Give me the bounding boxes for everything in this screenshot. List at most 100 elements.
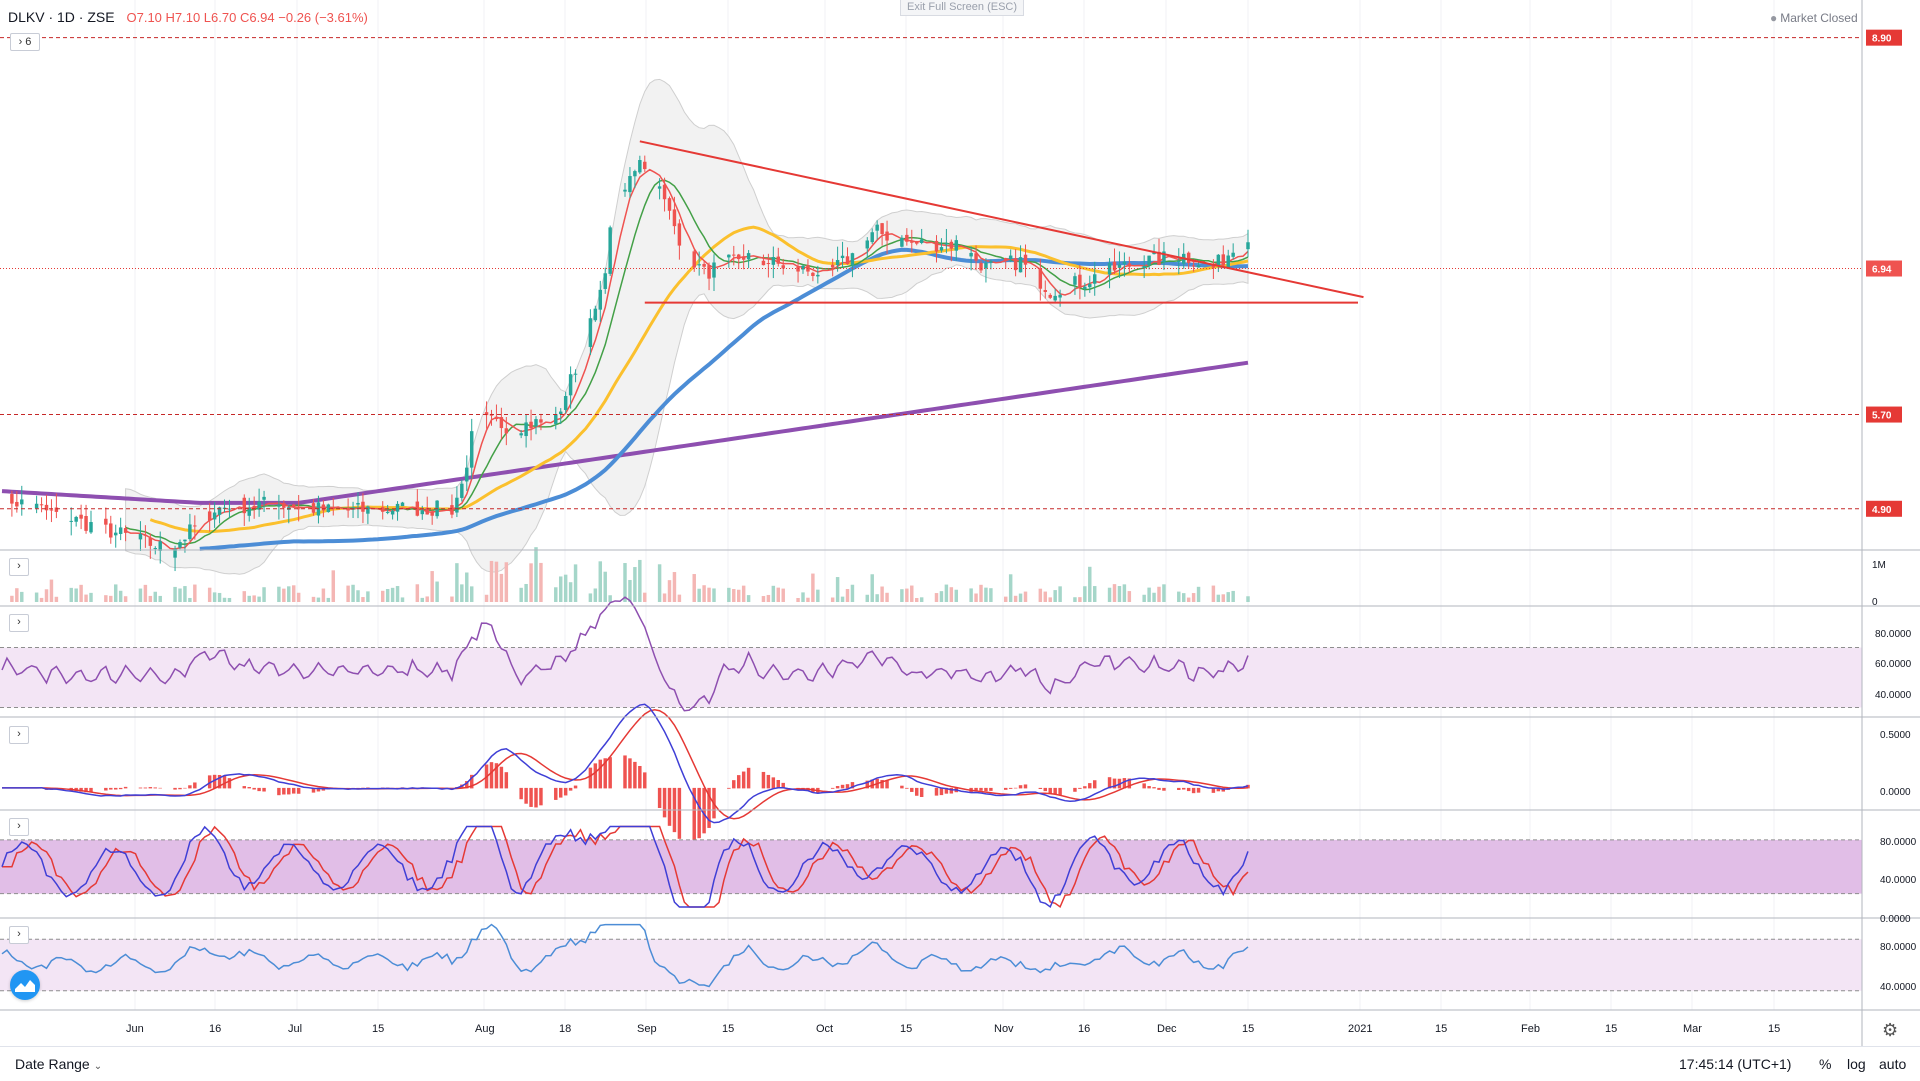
candle — [1246, 229, 1250, 258]
volume-bar — [573, 564, 578, 602]
candle-body — [1058, 294, 1062, 298]
candle-body — [712, 262, 716, 278]
volume-bar — [217, 592, 222, 602]
indicators-toggle[interactable]: › 6 — [10, 33, 40, 51]
volume-pane-toggle[interactable]: › — [9, 558, 29, 576]
candle — [727, 254, 731, 268]
macd-histogram-bar — [919, 787, 924, 798]
volume-bar — [885, 592, 889, 602]
chevron-right-icon: › — [17, 616, 21, 628]
candle — [143, 525, 148, 548]
macd-histogram-bar — [885, 780, 889, 789]
price-level-badge — [1866, 406, 1902, 423]
candle — [934, 235, 939, 263]
rsi-axis-label: 60.0000 — [1875, 659, 1912, 670]
candle-body — [455, 497, 459, 513]
candle-body — [494, 416, 499, 420]
macd-pane-toggle[interactable]: › — [9, 726, 29, 744]
macd-histogram-bar — [1147, 786, 1151, 789]
chevron-right-icon: › — [17, 560, 21, 572]
symbol-label[interactable]: DLKV · 1D · ZSE — [8, 9, 115, 25]
candle-body — [919, 239, 924, 243]
rsi-pane — [0, 596, 1862, 712]
percent-toggle[interactable]: % — [1819, 1056, 1832, 1072]
candle-body — [54, 507, 59, 512]
volume-bar — [450, 596, 454, 602]
volume-bar — [519, 587, 523, 602]
macd-histogram-bar — [1083, 786, 1087, 789]
candle-body — [1088, 284, 1092, 288]
macd-histogram-bar — [667, 787, 672, 826]
macd-histogram-bar — [628, 758, 632, 789]
macd-histogram-bar — [499, 766, 504, 789]
candle — [603, 267, 607, 294]
volume-bar — [326, 597, 331, 602]
candle-body — [796, 266, 800, 272]
volume-bar — [1043, 591, 1048, 602]
macd-histogram-bar — [563, 787, 568, 796]
stoch-k-line — [1, 825, 1249, 909]
macd-histogram-bar — [568, 787, 573, 791]
osc-axis-label: 40.0000 — [1880, 982, 1917, 993]
candle — [1073, 272, 1077, 295]
macd-histogram-bar — [1186, 787, 1191, 792]
volume-bar — [1191, 593, 1196, 602]
candle-body — [840, 255, 845, 259]
macd-histogram-bar — [469, 774, 474, 789]
candle — [944, 228, 949, 254]
volume-axis-label: 1M — [1872, 560, 1886, 571]
candle — [816, 265, 820, 284]
price-pane[interactable] — [1, 78, 1364, 575]
candle — [1088, 275, 1092, 293]
candle-body — [499, 417, 504, 429]
macd-histogram-bar — [598, 759, 603, 789]
candle-body — [242, 497, 247, 514]
date-range-button[interactable]: Date Range ⌄ — [15, 1056, 102, 1072]
volume-bar — [796, 597, 800, 602]
exit-fullscreen-button[interactable]: Exit Full Screen (ESC) — [900, 0, 1025, 16]
x-axis-label: 2021 — [1348, 1023, 1372, 1035]
candle-body — [1231, 252, 1235, 257]
candle-body — [1112, 261, 1117, 271]
volume-bar — [1181, 593, 1186, 602]
rsi-pane-toggle[interactable]: › — [9, 614, 29, 632]
macd-histogram-bar — [227, 778, 232, 789]
volume-bar — [287, 586, 291, 602]
price-level-badge — [1866, 500, 1902, 517]
candle — [178, 539, 182, 550]
candle — [766, 253, 771, 278]
candle — [1003, 257, 1008, 269]
last-price-label: 6.94 — [1872, 265, 1892, 276]
tradingview-logo-icon[interactable] — [10, 970, 40, 1000]
oscillator-pane-toggle[interactable]: › — [9, 926, 29, 944]
candle — [707, 262, 711, 291]
macd-histogram-bar — [1058, 787, 1062, 795]
volume-bar — [79, 584, 83, 602]
stoch-pane-toggle[interactable]: › — [9, 818, 29, 836]
macd-histogram-bar — [761, 771, 766, 789]
macd-histogram-bar — [178, 787, 182, 790]
log-toggle[interactable]: log — [1847, 1056, 1866, 1072]
volume-bar — [643, 592, 647, 602]
auto-toggle[interactable]: auto — [1879, 1056, 1907, 1072]
volume-bar — [628, 579, 632, 602]
macd-histogram-bar — [494, 763, 499, 789]
gear-icon[interactable]: ⚙ — [1882, 1020, 1899, 1040]
candle-body — [707, 265, 711, 279]
x-axis-label: Jun — [126, 1023, 144, 1035]
volume-bar — [746, 595, 751, 602]
candle — [801, 264, 805, 274]
candle — [875, 220, 879, 240]
candle-body — [801, 265, 805, 270]
candle — [193, 515, 197, 540]
volume-bar — [1088, 566, 1092, 602]
candle — [741, 244, 746, 270]
candle — [188, 513, 192, 541]
candle-body — [568, 374, 573, 396]
macd-histogram-bar — [1177, 787, 1181, 790]
volume-bar — [282, 588, 286, 602]
candle — [672, 196, 677, 235]
candle — [311, 499, 316, 516]
candle-body — [692, 251, 696, 268]
